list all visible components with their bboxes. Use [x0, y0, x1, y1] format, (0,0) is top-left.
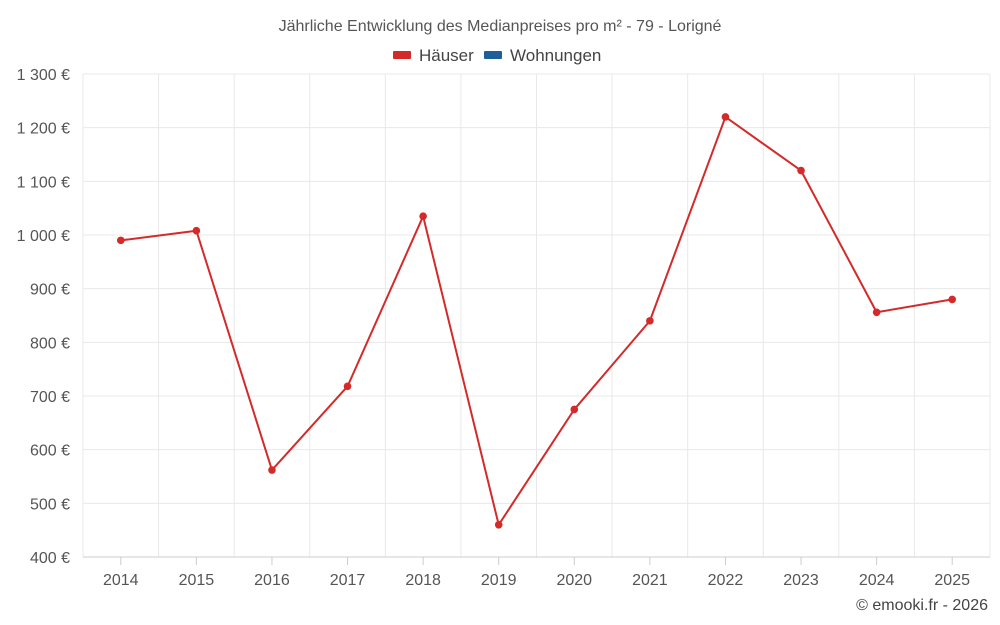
legend: Häuser Wohnungen [393, 46, 601, 65]
x-tick-label: 2022 [708, 572, 744, 589]
data-point [192, 226, 201, 235]
data-point [419, 212, 427, 221]
y-tick-label: 1 200 € [17, 121, 70, 138]
legend-item-0[interactable]: Häuser [393, 46, 474, 65]
y-tick-label: 1 100 € [17, 174, 70, 191]
x-tick-label: 2021 [632, 572, 668, 589]
series-line-0 [120, 115, 953, 526]
legend-swatch-haeuser [393, 51, 411, 59]
x-tick-label: 2024 [859, 572, 895, 589]
data-point [116, 236, 125, 245]
y-tick-label: 400 € [30, 550, 70, 567]
x-tick-label: 2025 [934, 572, 970, 589]
data-point [570, 405, 579, 414]
chart-title: Jährliche Entwicklung des Medianpreises … [279, 18, 722, 35]
data-point [494, 521, 503, 529]
y-tick-label: 600 € [30, 443, 70, 460]
y-tick-label: 1 300 € [17, 67, 70, 84]
credit-text: © emooki.fr - 2026 [856, 597, 988, 614]
y-tick-label: 700 € [30, 389, 70, 406]
data-point [646, 317, 654, 325]
data-point [872, 308, 881, 317]
y-tick-label: 1 000 € [17, 228, 70, 245]
axes: 400 € 500 € 600 € 700 € 800 € 900 € 1 000 € 1 1… [17, 67, 990, 589]
x-tick-label: 2016 [254, 572, 290, 589]
x-tick-label: 2014 [103, 572, 139, 589]
data-point [268, 466, 276, 474]
legend-label-haeuser: Häuser [419, 46, 474, 65]
data-point [948, 295, 957, 304]
x-tick-label: 2017 [330, 572, 366, 589]
legend-swatch-wohnungen [484, 51, 502, 59]
data-point [721, 113, 730, 121]
grid [82, 73, 991, 558]
x-tick-label: 2023 [783, 572, 819, 589]
y-tick-label: 500 € [30, 496, 70, 513]
y-tick-label: 900 € [30, 282, 70, 299]
x-tick-label: 2015 [179, 572, 215, 589]
x-tick-label: 2020 [556, 572, 592, 589]
x-tick-label: 2018 [405, 572, 441, 589]
data-point [797, 166, 805, 175]
data-point [343, 382, 352, 391]
legend-item-1[interactable]: Wohnungen [484, 46, 601, 65]
legend-label-wohnungen: Wohnungen [510, 46, 601, 65]
x-tick-label: 2019 [481, 572, 517, 589]
series-layer [116, 113, 957, 529]
y-tick-label: 800 € [30, 335, 70, 352]
